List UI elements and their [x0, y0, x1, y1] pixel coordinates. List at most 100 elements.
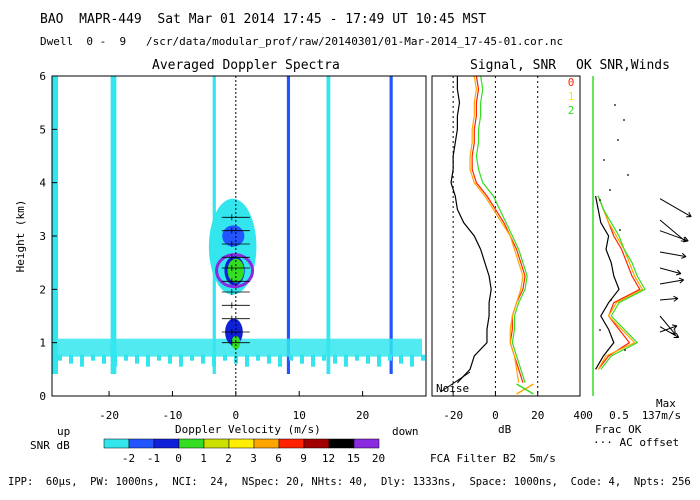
clutter-fragment [80, 354, 84, 367]
colorbar-swatch [178, 438, 205, 449]
wind-arrow [659, 279, 684, 285]
colorbar-tick-label: 1 [200, 452, 207, 465]
down-label: down [392, 425, 419, 438]
colorbar-tick-label: 3 [250, 452, 257, 465]
colorbar-swatch [303, 438, 330, 449]
colorbar-swatch [153, 438, 180, 449]
wind-arrow-head [673, 295, 679, 299]
clutter-fragment [58, 354, 62, 361]
header-dwell-path: Dwell 0 - 9 /scr/data/modular_prof/raw/2… [40, 35, 564, 48]
clutter-fragment [399, 354, 403, 364]
wind-arrow-head [675, 273, 682, 276]
wind-arrow-head [679, 279, 684, 284]
wind-arrow-head [681, 256, 687, 259]
clutter-fragment [157, 354, 161, 361]
colorbar-swatch [328, 438, 355, 449]
wind-arrow [659, 325, 678, 333]
colorbar-swatch [278, 438, 305, 449]
wind-arrow-head [681, 252, 687, 257]
snr-x-tick-label: 40 [573, 409, 586, 422]
winds-legend-label: 1 [568, 90, 575, 103]
winds-legend-label: 0 [568, 76, 575, 89]
colorbar-tick-label: 9 [300, 452, 307, 465]
clutter-fragment [201, 354, 205, 364]
colorbar-label: SNR dB [30, 439, 70, 452]
ground-clutter-band [56, 338, 422, 357]
wind-arrow-head [671, 324, 678, 327]
clutter-fragment [69, 354, 73, 364]
clutter-fragment [278, 354, 282, 367]
clutter-fragment [289, 354, 293, 361]
fca-filter-label: FCA Filter B2 5m/s [430, 452, 556, 465]
colorbar-swatch [253, 438, 280, 449]
wind-arrow [659, 297, 678, 301]
clutter-fragment [333, 354, 337, 364]
spectra-ylabel: Height (km) [14, 200, 27, 273]
colorbar-swatch [353, 438, 380, 449]
ac-offset-dot [624, 349, 626, 351]
spectra-stripe [52, 76, 59, 374]
winds-x-tick-label: 0.5 [609, 409, 629, 422]
max-wind-value: 37m/s [648, 409, 682, 422]
wind-arrow [659, 251, 687, 258]
snr-x-tick-label: 20 [531, 409, 544, 422]
frac-ok-label: Frac OK [595, 423, 642, 436]
clutter-fragment [377, 354, 381, 367]
clutter-fragment [410, 354, 414, 367]
spectra-y-tick-label: 2 [39, 283, 46, 296]
clutter-fragment [102, 354, 106, 364]
ac-offset-dot [610, 299, 612, 301]
clutter-fragment [322, 354, 326, 361]
spectra-x-tick-label: -20 [99, 409, 119, 422]
wind-arrow-head [677, 269, 682, 274]
clutter-fragment [190, 354, 194, 361]
snr-series-line [450, 76, 492, 384]
clutter-fragment [245, 354, 249, 367]
spectra-y-tick-label: 0 [39, 390, 46, 403]
snr-frame [431, 75, 581, 397]
clutter-fragment [212, 354, 216, 367]
wind-arrow-head [674, 329, 676, 335]
spectra-x-tick-label: 0 [233, 409, 240, 422]
echo-core-outline [215, 253, 255, 289]
snr-series-line [469, 75, 524, 383]
spectra-y-tick-label: 4 [39, 177, 46, 190]
ac-offset-dot [599, 329, 601, 331]
frac-ok-line [597, 195, 646, 370]
winds-legend-label: 2 [568, 104, 575, 117]
spectra-stripe [286, 76, 291, 374]
up-label: up [57, 425, 71, 438]
snr-title: Signal, SNR [470, 58, 557, 73]
noise-marker [516, 383, 534, 395]
clutter-fragment [366, 354, 370, 364]
ac-offset-dot [614, 104, 616, 106]
wind-arrow [659, 267, 681, 275]
colorbar-swatch [103, 438, 130, 449]
spectra-x-tick-label: 10 [293, 409, 306, 422]
snr-series-line [475, 75, 528, 383]
ac-offset-dot [627, 174, 629, 176]
wind-arrow-head [683, 240, 689, 243]
snr-x-tick-label: 0 [492, 409, 499, 422]
clutter-fragment [135, 354, 139, 364]
clutter-fragment [113, 354, 117, 367]
colorbar-tick-label: 0 [175, 452, 182, 465]
snr-series-line [471, 75, 526, 383]
ac-offset-dot [617, 139, 619, 141]
spectra-y-tick-label: 5 [39, 123, 46, 136]
snr-xlabel: dB [498, 423, 512, 436]
colorbar-tick-label: 6 [275, 452, 282, 465]
spectra-x-tick-label: 20 [356, 409, 369, 422]
colorbar-tick-label: 15 [347, 452, 360, 465]
noise-marker [440, 371, 471, 393]
wind-arrow-head [688, 212, 692, 217]
ac-offset-dot [599, 199, 601, 201]
colorbar-swatch [228, 438, 255, 449]
colorbar-tick-label: 20 [372, 452, 385, 465]
spectra-x-tick-label: -10 [163, 409, 183, 422]
winds-x-tick-label-zero: 0 [586, 409, 593, 422]
wind-arrow [659, 315, 676, 335]
spectra-stripe [110, 76, 117, 374]
